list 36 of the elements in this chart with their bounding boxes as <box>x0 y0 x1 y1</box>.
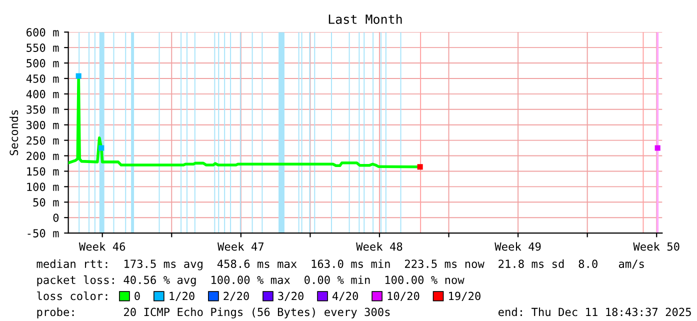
y-tick-label: 200 m <box>26 152 59 160</box>
legend-label: 10/20 <box>388 292 420 302</box>
y-tick-label: 450 m <box>26 74 59 83</box>
y-tick-label: -50 m <box>28 229 59 238</box>
y-tick-label: 400 m <box>26 90 59 98</box>
y-tick-label: 550 m <box>26 44 59 52</box>
point <box>654 145 660 151</box>
point <box>98 145 104 151</box>
y-axis-title: Seconds <box>10 110 18 156</box>
chart-title: Last Month <box>328 14 402 24</box>
point <box>76 73 82 79</box>
y-tick-label: 0 <box>53 214 59 222</box>
y-tick-label: 300 m <box>26 120 59 130</box>
y-tick-label: 50 m <box>33 198 59 207</box>
y-tick-label: 500 m <box>26 59 59 68</box>
legend-label: 2/20 <box>224 292 249 302</box>
legend-label: 19/20 <box>449 292 480 302</box>
x-tick-label: Week 48 <box>356 242 402 251</box>
y-tick-label: 250 m <box>26 136 59 145</box>
y-tick-label: 600 m <box>26 28 59 37</box>
legend-title: loss color: <box>37 292 108 300</box>
text: packet loss: 40.56 % avg 100.00 % max 0.00 % min 100.00 % now <box>37 275 464 286</box>
legend-label: 3/20 <box>278 292 304 302</box>
point <box>417 164 423 170</box>
y-tick-label: 100 m <box>27 182 59 192</box>
x-tick-label: Week 49 <box>494 242 541 251</box>
y-tick-label: 350 m <box>26 105 59 114</box>
legend-label: 0 <box>134 292 140 300</box>
x-tick-label: Week 46 <box>78 242 126 251</box>
legend-label: 1/20 <box>170 292 194 302</box>
y-tick-label: 150 m <box>27 167 59 176</box>
legend-label: 4/20 <box>332 292 358 302</box>
text: median rtt: 173.5 ms avg 458.6 ms max 163.0 ms min 223.5 ms now 21.8 ms sd 8.0 am/s <box>36 259 644 270</box>
x-tick-label: Week 50 <box>633 242 680 251</box>
text: probe: 20 ICMP Echo Pings (56 Bytes) every 300s end: Thu Dec 11 18:43:37 2025 <box>37 308 691 318</box>
x-tick-label: Week 47 <box>218 242 264 251</box>
